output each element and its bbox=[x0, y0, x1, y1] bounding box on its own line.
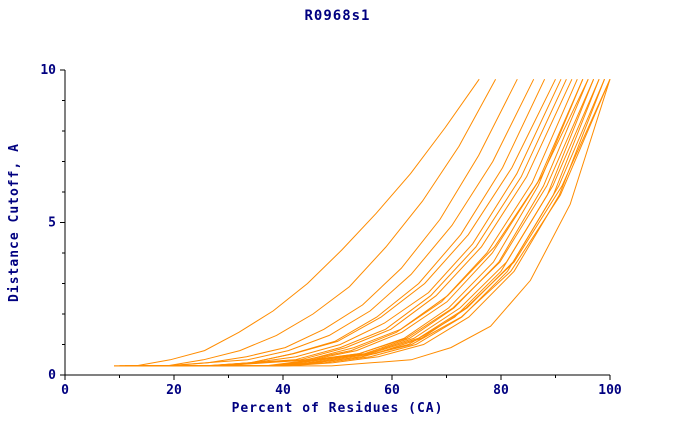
x-tick-label: 60 bbox=[384, 383, 400, 398]
curve-19 bbox=[146, 79, 605, 367]
y-tick-label: 0 bbox=[48, 368, 56, 383]
chart-title: R0968s1 bbox=[304, 8, 371, 24]
curve-23 bbox=[114, 79, 611, 367]
curve-10 bbox=[125, 79, 578, 367]
y-tick-label: 10 bbox=[40, 63, 56, 78]
curve-4 bbox=[125, 78, 535, 367]
x-tick-label: 80 bbox=[493, 383, 509, 398]
x-tick-label: 0 bbox=[61, 383, 69, 398]
y-axis-title-wrap: Distance Cutoff, A bbox=[0, 70, 28, 375]
x-tick-label: 20 bbox=[166, 383, 182, 398]
curve-2 bbox=[130, 78, 497, 367]
x-tick-label: 40 bbox=[275, 383, 291, 398]
curve-7 bbox=[119, 78, 562, 367]
curve-6 bbox=[119, 78, 556, 367]
curve-12 bbox=[135, 79, 584, 367]
curve-15 bbox=[125, 78, 595, 367]
curve-1 bbox=[135, 78, 480, 367]
y-axis-title: Distance Cutoff, A bbox=[6, 143, 22, 302]
curve-8 bbox=[114, 78, 567, 367]
curve-13 bbox=[141, 79, 589, 367]
curve-22 bbox=[212, 79, 611, 367]
curve-9 bbox=[119, 78, 573, 367]
y-tick-label: 5 bbox=[48, 216, 56, 231]
x-axis-title: Percent of Residues (CA) bbox=[231, 401, 444, 416]
curve-11 bbox=[130, 78, 584, 367]
curve-14 bbox=[119, 78, 589, 367]
x-tick-label: 100 bbox=[598, 383, 622, 398]
